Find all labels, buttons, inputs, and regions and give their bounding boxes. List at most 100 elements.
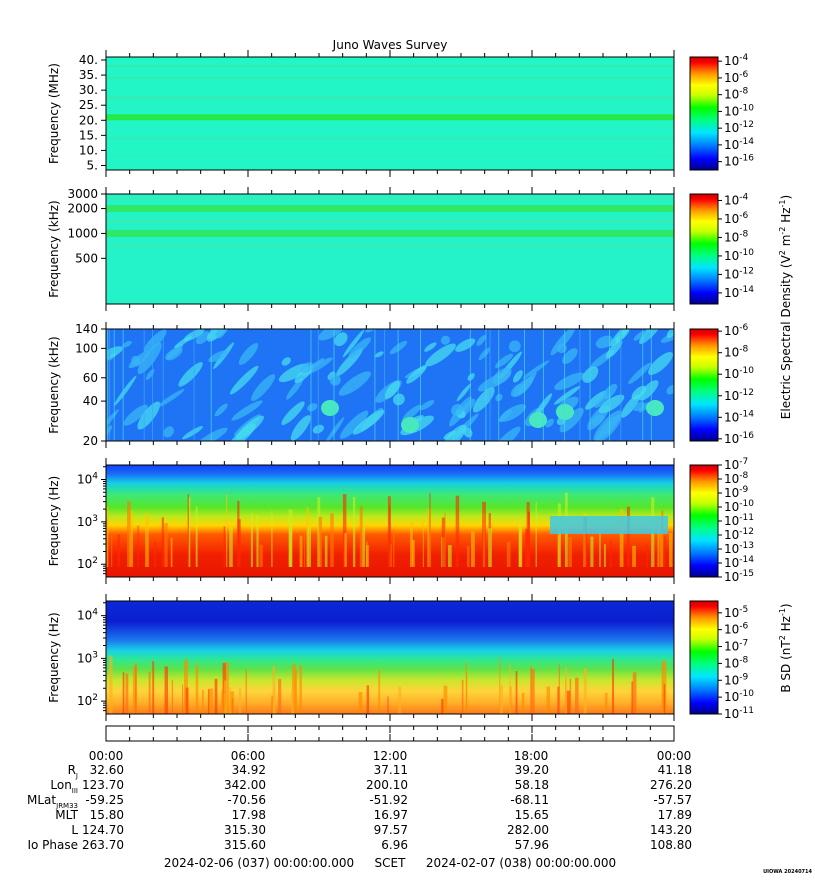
emission-blob [508, 340, 521, 353]
ephemeris-value: 37.11 [374, 763, 408, 777]
emission-band [106, 114, 674, 121]
burst-column [661, 660, 664, 714]
colorbar-gradient [689, 328, 719, 442]
burst-column [226, 494, 228, 567]
colorbar-tick-label: 10-8 [724, 471, 749, 486]
colorbar: 10-6 10-8 10-10 10-12 10-14 10-16 [689, 323, 754, 446]
ephemeris-value: 41.18 [658, 763, 692, 777]
ytick-label: 103 [77, 650, 98, 665]
burst-column [378, 669, 381, 714]
emission-blob [512, 370, 523, 383]
emission-band [106, 220, 674, 223]
burst-column [361, 527, 366, 567]
emission-blob [424, 342, 437, 352]
ytick-label: 500 [75, 251, 98, 265]
burst-column [129, 510, 134, 567]
burst-column [410, 521, 413, 567]
ytick-label: 1000 [67, 226, 98, 240]
emission-blob [329, 374, 341, 386]
ytick-label: 20 [83, 434, 98, 448]
burst-column [184, 659, 188, 714]
emission-blob [374, 351, 384, 358]
emission-blob [633, 330, 647, 341]
burst-column [612, 658, 615, 714]
colorbar-tick-label: 10-5 [724, 605, 748, 620]
burst-column [214, 678, 218, 714]
emission-blob [122, 340, 132, 348]
burst-column [238, 687, 242, 714]
burst-column [646, 544, 648, 567]
burst-column [509, 663, 511, 714]
emission-blob [215, 329, 226, 339]
burst-column [531, 669, 535, 714]
emission-blob [227, 423, 256, 441]
emission-patch [646, 400, 664, 416]
emission-blob [476, 334, 487, 346]
burst-column [164, 523, 168, 567]
burst-column [224, 680, 228, 714]
ephemeris-value: 315.30 [224, 823, 266, 837]
emission-blob [553, 385, 581, 405]
colorbar-tick-label: 10-16 [724, 154, 754, 169]
colorbar-tick-label: 10-10 [724, 366, 754, 381]
burst-column [259, 544, 263, 567]
emission-blob [281, 401, 305, 426]
ephemeris-value: 108.80 [650, 838, 692, 852]
ephemeris-table: RJ 32.60 34.92 37.11 39.20 41.18 LonIII 123.70 3… [27, 763, 692, 852]
ephemeris-value: -51.92 [369, 793, 408, 807]
ephemeris-value: 16.97 [374, 808, 408, 822]
burst-column [230, 691, 234, 714]
colorbar: 10-710-810-910-1010-1110-1210-1310-1410-… [689, 457, 754, 584]
colorbar-gradient [689, 193, 719, 305]
start-time: 2024-02-06 (037) 00:00:00.000 [164, 856, 354, 870]
emission-blob [585, 390, 608, 410]
burst-column [195, 506, 198, 567]
emission-patch [529, 412, 547, 428]
ephemeris-row-label: LonIII [50, 778, 78, 795]
burst-column [152, 661, 155, 714]
burst-column [668, 533, 673, 567]
panel-b-hz: 104 103 102 Frequency (Hz) [47, 594, 675, 721]
burst-column [557, 686, 560, 714]
footer-tag: UIOWA 20240714 [763, 869, 812, 875]
colorbar: 10-4 10-6 10-810-10 10-12 10-14 10-16 [689, 53, 754, 171]
burst-column [256, 514, 259, 567]
emission-blob [281, 357, 291, 366]
burst-column [185, 687, 189, 714]
y-axis-label: Frequency (Hz) [47, 476, 61, 567]
chart-title: Juno Waves Survey [332, 38, 448, 52]
ephemeris-value: 15.65 [515, 808, 549, 822]
colorbar-tick-label: 10-14 [724, 285, 754, 300]
burst-column [342, 494, 347, 567]
y-axis-label: Frequency (kHz) [47, 336, 61, 433]
burst-column [499, 657, 501, 714]
panel-b-hz-background [106, 601, 674, 714]
burst-column [566, 690, 571, 714]
panel-khz-low: 140 100 60 40 20 Frequency (kHz) [47, 322, 675, 448]
time-tick-label: 06:00 [231, 749, 266, 763]
ephemeris-value: 282.00 [507, 823, 549, 837]
ytick-label: 5. [87, 158, 98, 172]
panel-mhz: 40.35.30.25.20.15.10.5. Frequency (MHz) [47, 50, 675, 177]
burst-column [289, 526, 292, 567]
burst-column [106, 518, 108, 567]
ephemeris-value: 34.92 [232, 763, 266, 777]
colorbar-tick-label: 10-6 [724, 70, 749, 85]
burst-column [604, 544, 606, 567]
ephemeris-value: 123.70 [82, 778, 124, 792]
ephemeris-value: 263.70 [82, 838, 124, 852]
ytick-label: 100 [75, 341, 98, 355]
burst-column [106, 506, 109, 567]
emission-patch [321, 400, 339, 416]
colorbar-tick-label: 10-14 [724, 409, 754, 424]
emission-blob [307, 357, 325, 371]
emission-blob [638, 402, 650, 413]
ytick-label: 35. [79, 68, 98, 82]
colorbar-tick-label: 10-6 [724, 323, 749, 338]
colorbar-gradient [689, 464, 719, 578]
ephemeris-value: 200.10 [366, 778, 408, 792]
colorbar-tick-label: 10-9 [724, 672, 749, 687]
burst-column [365, 545, 369, 567]
ytick-label: 40. [79, 53, 98, 67]
